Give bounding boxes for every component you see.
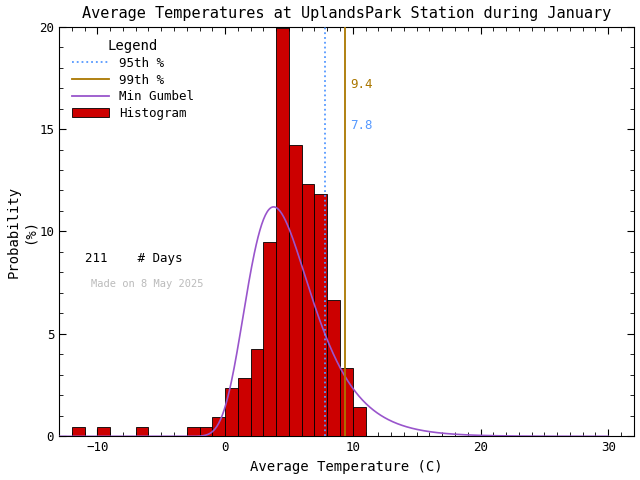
- Bar: [251, 349, 264, 436]
- Bar: [238, 378, 251, 436]
- Text: 7.8: 7.8: [350, 119, 372, 132]
- Bar: [289, 145, 301, 436]
- Text: 9.4: 9.4: [350, 78, 372, 91]
- Bar: [340, 368, 353, 436]
- Bar: [72, 427, 84, 436]
- Bar: [187, 427, 200, 436]
- Y-axis label: Probability
(%): Probability (%): [6, 185, 36, 277]
- Bar: [314, 193, 327, 436]
- Bar: [327, 300, 340, 436]
- X-axis label: Average Temperature (C): Average Temperature (C): [250, 460, 443, 474]
- Bar: [225, 388, 238, 436]
- Bar: [212, 417, 225, 436]
- Text: 211    # Days: 211 # Days: [85, 252, 182, 265]
- Bar: [301, 184, 314, 436]
- Bar: [264, 242, 276, 436]
- Bar: [276, 28, 289, 436]
- Legend: 95th %, 99th %, Min Gumbel, Histogram: 95th %, 99th %, Min Gumbel, Histogram: [65, 33, 200, 126]
- Text: Made on 8 May 2025: Made on 8 May 2025: [91, 279, 203, 289]
- Bar: [353, 407, 365, 436]
- Title: Average Temperatures at UplandsPark Station during January: Average Temperatures at UplandsPark Stat…: [82, 6, 611, 21]
- Bar: [97, 427, 110, 436]
- Bar: [200, 427, 212, 436]
- Bar: [136, 427, 148, 436]
